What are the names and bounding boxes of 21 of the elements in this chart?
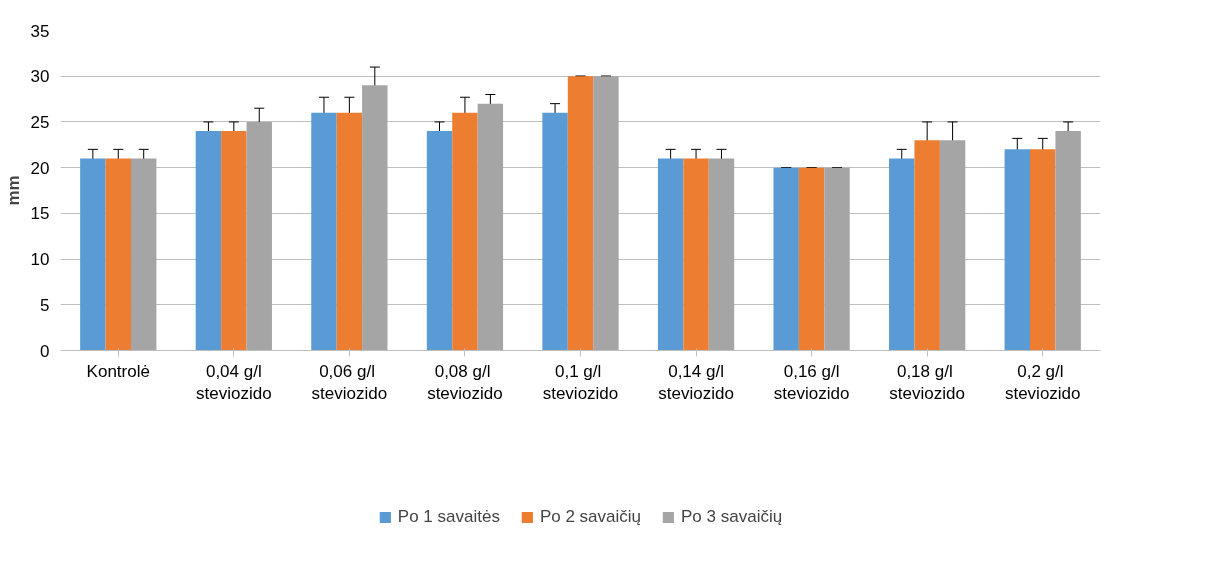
x-tick-label: 0,2 g/l steviozido bbox=[1004, 361, 1081, 404]
x-tick-label: 0,16 g/l steviozido bbox=[773, 361, 850, 404]
y-tick-label: 10 bbox=[30, 250, 50, 270]
legend-label: Po 1 savaitės bbox=[397, 506, 500, 527]
x-tick-label: 0,14 g/l steviozido bbox=[658, 361, 734, 404]
y-tick-label: 0 bbox=[40, 341, 50, 361]
x-tick-label: 0,18 g/l steviozido bbox=[889, 361, 965, 404]
y-tick-label: 30 bbox=[30, 67, 50, 87]
y-tick-label: 35 bbox=[30, 21, 50, 41]
y-axis-title: mm bbox=[3, 175, 23, 206]
legend-label: Po 3 savaičių bbox=[681, 506, 783, 527]
x-tick-label: Kontrolė bbox=[86, 361, 150, 381]
x-tick-label: 0,08 g/l steviozido bbox=[427, 361, 503, 404]
x-tick-label: 0,06 g/l steviozido bbox=[311, 361, 388, 404]
y-tick-label: 25 bbox=[30, 112, 50, 132]
x-tick-label: 0,1 g/l steviozido bbox=[542, 361, 619, 404]
y-tick-label: 15 bbox=[30, 204, 50, 224]
legend-label: Po 2 savaičių bbox=[539, 506, 642, 527]
y-tick-label: 20 bbox=[30, 158, 50, 178]
x-tick-label: 0,04 g/l steviozido bbox=[196, 361, 272, 404]
y-tick-label: 5 bbox=[40, 295, 50, 315]
